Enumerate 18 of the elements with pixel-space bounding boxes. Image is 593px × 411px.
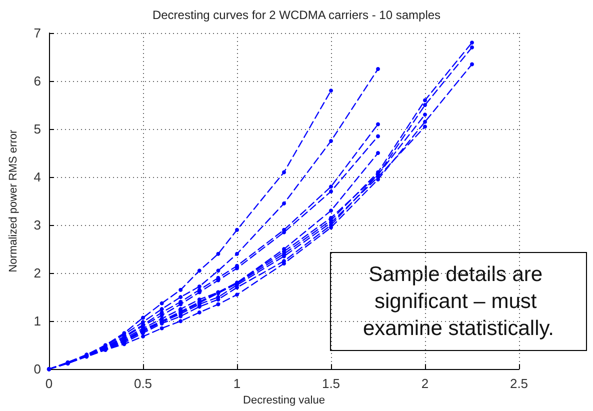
- annotation: Sample details are significant – must examine statistically.: [362, 263, 554, 340]
- x-tick-label: 2: [421, 376, 429, 392]
- x-tick-label: 1.5: [322, 376, 340, 392]
- y-tick-label: 0: [34, 362, 41, 377]
- x-tick-label: 2.5: [510, 376, 528, 392]
- x-tick-label: 0: [45, 376, 53, 392]
- y-tick-label: 2: [34, 266, 41, 281]
- y-tick-label: 1: [34, 314, 41, 329]
- x-tick-label: 1: [233, 376, 241, 392]
- y-tick-label: 4: [34, 170, 41, 185]
- x-tick-label: 0.5: [134, 376, 152, 392]
- y-tick-label: 6: [34, 74, 41, 89]
- y-tick-label: 3: [34, 218, 41, 233]
- y-axis-title: Normalized power RMS error: [8, 130, 20, 272]
- x-axis-title: Decresting value: [243, 394, 325, 406]
- y-tick-label: 5: [34, 122, 41, 137]
- y-tick-label: 7: [34, 26, 41, 40]
- chart-title: Decresting curves for 2 WCDMA carriers - 10 samples: [152, 8, 441, 22]
